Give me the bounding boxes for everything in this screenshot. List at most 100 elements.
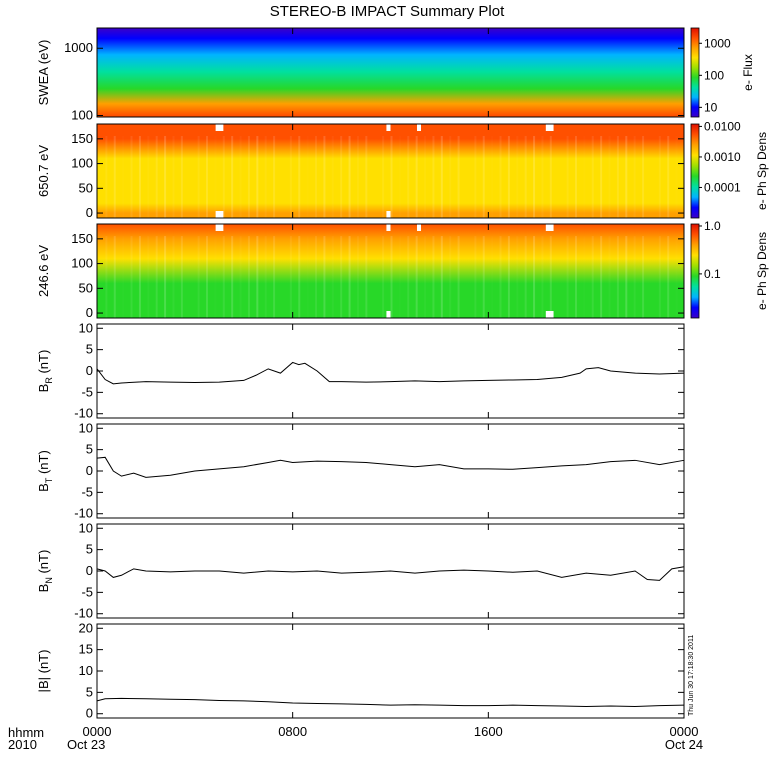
y-tick-label: 50	[79, 180, 93, 195]
spectrogram-streak	[507, 136, 510, 218]
pad_650-frame	[96, 123, 685, 219]
swea_flux-panel: 10 100 1000 e- Flux 100 1000 SWEA (eV)	[36, 27, 755, 123]
spectrogram-streak	[541, 236, 544, 318]
btot-y-label: |B| (nT)	[36, 650, 51, 693]
btot-panel: 0 5 10 15 20 0000 0800 1600 0000 |B| (nT)	[36, 620, 698, 739]
y-tick-label: 5	[86, 442, 93, 457]
y-tick-label: 150	[71, 231, 93, 246]
y-tick-label: 50	[79, 280, 93, 295]
spectrogram-streak	[315, 236, 318, 318]
colorbar-tick-label: 0.0001	[704, 180, 741, 194]
y-tick-label: 10	[79, 420, 93, 435]
spectrogram-streak	[289, 136, 292, 218]
pad_246-spectrogram	[97, 224, 684, 318]
spectrogram-streak	[591, 136, 594, 218]
bt-frame	[96, 423, 685, 519]
y-tick-label: 0	[86, 563, 93, 578]
spectrogram-streak	[633, 136, 636, 218]
spectrogram-streak	[307, 236, 309, 318]
spectrogram-streak	[474, 136, 477, 218]
y-tick-label: 1000	[64, 40, 93, 55]
spectrogram-streak	[340, 136, 343, 218]
y-tick-label: -5	[81, 584, 93, 599]
spectrogram-streak	[407, 136, 410, 218]
br-frame	[96, 323, 685, 419]
spectrogram-streak	[138, 236, 141, 318]
spectrogram-streak	[206, 136, 209, 218]
spectrogram-streak	[264, 236, 267, 318]
spectrogram-streak	[625, 136, 628, 218]
spectrogram-streak	[206, 236, 209, 318]
spectrogram-streak	[273, 236, 276, 318]
y-tick-label: 100	[71, 108, 93, 123]
spectrogram-streak	[113, 236, 116, 318]
pad_246-frame	[96, 223, 685, 319]
spectrogram-streak	[332, 136, 334, 218]
y-tick-label: 10	[79, 520, 93, 535]
spectrogram-streak	[180, 136, 183, 218]
spectrogram-streak	[574, 136, 577, 218]
spectrogram-streak	[499, 236, 502, 318]
swea_flux-colorbar-title: e- Flux	[741, 54, 755, 91]
spectrogram-streak	[625, 236, 628, 318]
spectrogram-streak	[240, 236, 242, 318]
spectrogram-streak	[332, 236, 334, 318]
data-gap	[215, 224, 224, 231]
colorbar-tick-label: 10	[704, 100, 718, 114]
y-tick-label: 0	[86, 305, 93, 320]
spectrogram-streak	[382, 136, 385, 218]
y-tick-label: 10	[79, 320, 93, 335]
data-gap	[215, 124, 224, 131]
spectrogram-streak	[247, 236, 250, 318]
start-date-label: Oct 23	[67, 737, 105, 752]
swea_flux-colorbar	[690, 27, 700, 118]
spectrogram-streak	[138, 136, 141, 218]
pad_246-y-label: 246.6 eV	[36, 245, 51, 297]
spectrogram-streak	[382, 236, 385, 318]
spectrogram-streak	[298, 136, 301, 218]
x-tick-label: 0800	[278, 724, 307, 739]
pad_650-panel: 0.0001 0.0010 0.0100 e- Ph Sp Dens 0 50 100 150…	[36, 119, 769, 220]
spectrogram-streak	[289, 236, 292, 318]
timestamp-label: Thu Jun 30 17:18:30 2011	[688, 635, 695, 716]
spectrogram-streak	[356, 136, 359, 218]
spectrogram-streak	[147, 236, 149, 318]
spectrogram-streak	[440, 136, 443, 218]
data-gap	[386, 311, 391, 318]
spectrogram-streak	[323, 136, 326, 218]
y-tick-label: 15	[79, 642, 93, 657]
data-gap	[545, 311, 554, 318]
y-tick-label: 0	[86, 463, 93, 478]
spectrogram-streak	[533, 136, 536, 218]
br-panel: -10 -5 0 5 10 BR (nT)	[36, 320, 685, 421]
spectrogram-streak	[457, 236, 460, 318]
spectrogram-streak	[642, 236, 645, 318]
spectrogram-streak	[616, 136, 619, 218]
spectrogram-streak	[340, 236, 343, 318]
spectrogram-streak	[407, 236, 410, 318]
spectrogram-streak	[214, 236, 216, 318]
spectrogram-streak	[264, 136, 267, 218]
plot-title: STEREO-B IMPACT Summary Plot	[270, 3, 505, 20]
spectrogram-streak	[415, 236, 418, 318]
spectrogram-streak	[164, 136, 167, 218]
y-tick-label: 5	[86, 542, 93, 557]
spectrogram-streak	[600, 236, 603, 318]
spectrogram-streak	[105, 236, 108, 318]
x-tick-label: 0000	[670, 724, 699, 739]
spectrogram-streak	[583, 136, 585, 218]
br-trace	[96, 361, 685, 385]
spectrogram-streak	[457, 136, 460, 218]
spectrogram-streak	[105, 136, 108, 218]
pad_650-y-label: 650.7 eV	[36, 145, 51, 197]
spectrogram-streak	[432, 236, 435, 318]
spectrogram-streak	[348, 236, 351, 318]
spectrogram-streak	[214, 136, 216, 218]
spectrogram-streak	[633, 236, 636, 318]
y-tick-label: 0	[86, 706, 93, 721]
spectrogram-streak	[164, 236, 167, 318]
spectrogram-streak	[491, 136, 493, 218]
spectrogram-streak	[616, 236, 619, 318]
